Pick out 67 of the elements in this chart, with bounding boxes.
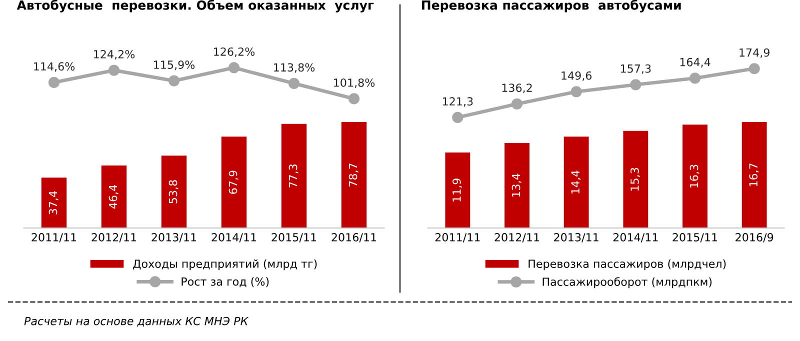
data-label: 53,8 [168,180,178,204]
data-label: 16,7 [749,164,759,186]
data-label: 67,9 [228,170,238,194]
data-label: 174,9 [740,48,770,58]
data-label: 11,9 [452,178,462,202]
point [288,78,300,90]
data-label: 157,3 [620,64,651,74]
x-tick-label: 2013/11 [554,233,598,242]
data-label: 14,4 [571,170,581,194]
legend-label: Перевозка пассажиров (млрдчел) [528,259,726,270]
x-tick-label: 2014/11 [212,233,256,242]
data-label: 113,8% [274,63,315,73]
x-tick-label: 2012/11 [92,233,136,242]
data-label: 126,2% [214,47,255,57]
x-tick-label: 2013/11 [152,233,196,242]
data-label: 13,4 [512,174,522,197]
data-label: 15,3 [630,168,640,191]
point [228,62,240,74]
bar [101,166,127,228]
chart-title: Перевозка пассажиров автобусами [422,0,681,12]
point [748,63,760,74]
legend-label: Пассажирооборот (млрдпкм) [542,277,712,288]
bar [682,124,708,228]
point [168,75,180,86]
x-tick-label: 2014/11 [613,233,658,242]
data-label: 124,2% [94,50,135,60]
data-label: 149,6 [562,71,592,81]
data-label: 46,4 [108,185,118,209]
x-tick-label: 2015/11 [672,233,718,242]
data-label: 136,2 [502,84,532,94]
x-tick-label: 2016/11 [332,233,376,242]
point [108,64,120,76]
data-label: 101,8% [334,78,375,88]
bar [281,124,307,228]
bar [564,136,589,228]
bar [504,142,530,228]
x-tick-label: 2012/11 [494,233,540,242]
bar [41,178,67,228]
point [570,86,582,98]
point [689,72,701,84]
chart-title: Автобусные перевозки. Объем оказанных услуг [16,0,374,12]
text: Расчеты на основе данных КС МНЭ РК [24,316,249,327]
bar [161,156,187,228]
legend-label: Рост за год (%) [182,277,269,288]
data-label: 77,3 [288,164,298,188]
data-label: 164,4 [680,58,710,68]
legend-label: Доходы предприятий (млрд тг) [133,259,317,270]
bar [341,122,367,228]
x-tick-label: 2011/11 [32,233,76,242]
point [630,79,642,90]
data-label: 78,7 [348,164,358,186]
point [511,98,523,110]
x-tick-label: 2011/11 [435,233,480,242]
bar [445,152,470,228]
bar [742,122,767,228]
x-tick-label: 2016/9 [736,233,774,242]
bar [221,136,247,228]
point [452,112,464,124]
data-label: 37,4 [48,191,58,214]
bar [623,130,648,228]
data-label: 121,3 [442,97,473,107]
data-label: 16,3 [690,164,700,188]
data-label: 115,9% [154,60,195,70]
point [348,93,360,104]
x-tick-label: 2015/11 [272,233,316,242]
data-label: 114,6% [34,62,75,72]
point [48,76,60,88]
